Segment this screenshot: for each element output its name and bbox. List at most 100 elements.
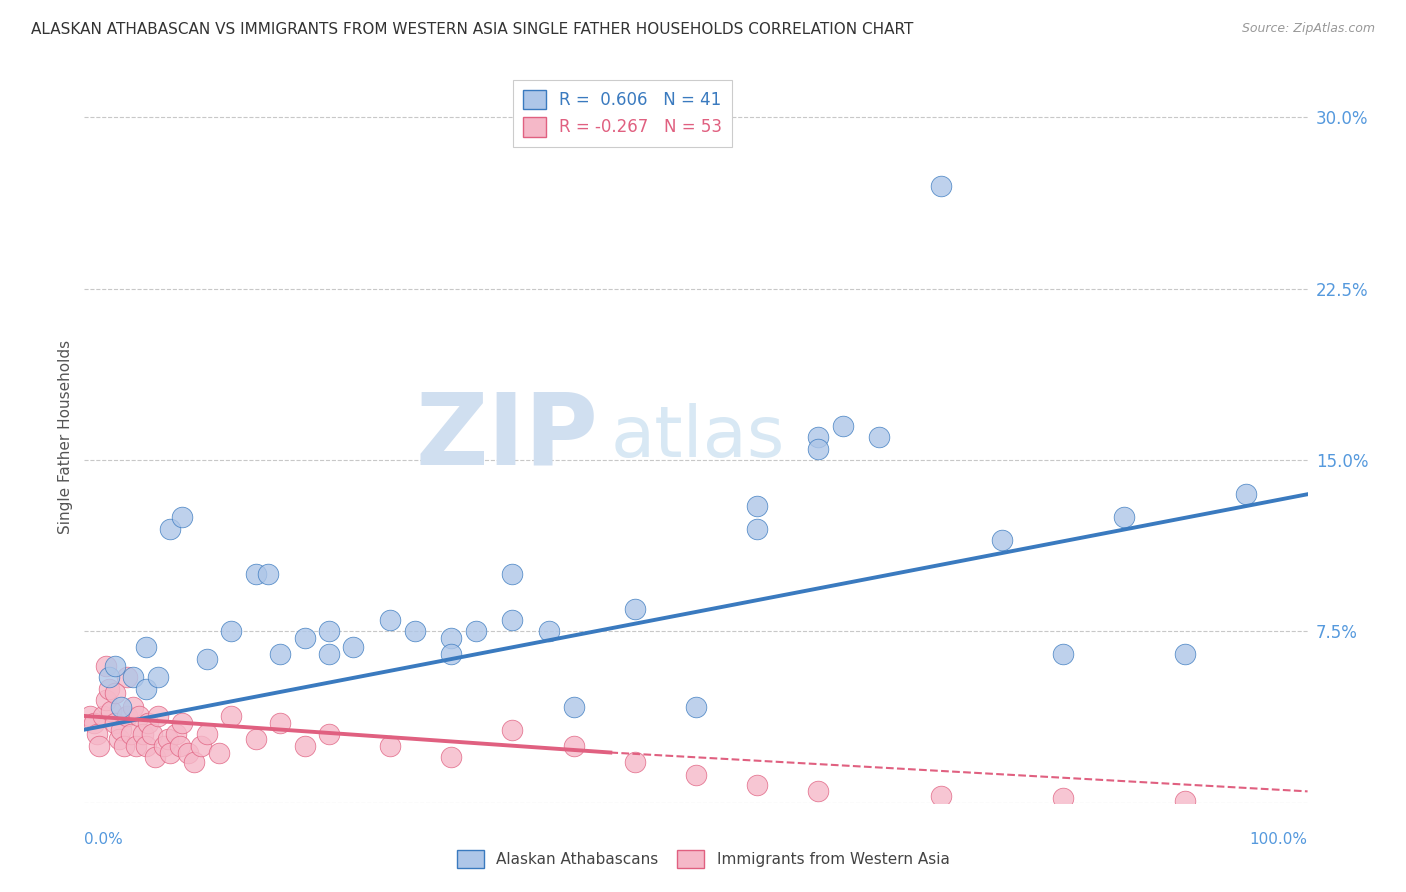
Text: ALASKAN ATHABASCAN VS IMMIGRANTS FROM WESTERN ASIA SINGLE FATHER HOUSEHOLDS CORR: ALASKAN ATHABASCAN VS IMMIGRANTS FROM WE…: [31, 22, 914, 37]
Point: [219, 624, 242, 639]
Text: atlas: atlas: [610, 402, 785, 472]
Point: [172, 510, 194, 524]
Point: [747, 778, 769, 792]
Point: [97, 681, 120, 696]
Point: [245, 567, 267, 582]
Point: [87, 739, 110, 753]
Point: [183, 755, 205, 769]
Y-axis label: Single Father Households: Single Father Households: [58, 340, 73, 534]
Point: [195, 652, 218, 666]
Point: [464, 624, 486, 639]
Point: [159, 746, 181, 760]
Point: [502, 567, 524, 582]
Text: 100.0%: 100.0%: [1250, 832, 1308, 847]
Text: Source: ZipAtlas.com: Source: ZipAtlas.com: [1241, 22, 1375, 36]
Point: [685, 699, 707, 714]
Point: [104, 686, 127, 700]
Point: [807, 442, 830, 456]
Point: [245, 731, 267, 746]
Point: [929, 178, 952, 193]
Point: [128, 709, 150, 723]
Point: [342, 640, 364, 655]
Point: [159, 521, 181, 535]
Point: [125, 739, 148, 753]
Point: [831, 418, 853, 433]
Point: [141, 727, 163, 741]
Point: [440, 632, 463, 646]
Point: [83, 715, 105, 730]
Point: [135, 640, 157, 655]
Point: [269, 715, 291, 730]
Point: [624, 755, 647, 769]
Point: [991, 533, 1014, 547]
Point: [1114, 510, 1136, 524]
Point: [294, 739, 316, 753]
Point: [96, 693, 118, 707]
Point: [169, 739, 191, 753]
Point: [100, 705, 122, 719]
Point: [96, 658, 118, 673]
Point: [502, 613, 524, 627]
Point: [91, 709, 114, 723]
Point: [132, 727, 155, 741]
Point: [562, 739, 585, 753]
Point: [1236, 487, 1258, 501]
Point: [318, 647, 340, 661]
Point: [107, 731, 129, 746]
Point: [135, 739, 157, 753]
Point: [104, 715, 127, 730]
Point: [195, 727, 218, 741]
Point: [318, 727, 340, 741]
Point: [929, 789, 952, 803]
Point: [146, 670, 169, 684]
Point: [97, 670, 120, 684]
Point: [115, 670, 138, 684]
Point: [120, 727, 142, 741]
Point: [440, 647, 463, 661]
Text: ZIP: ZIP: [415, 389, 598, 485]
Point: [318, 624, 340, 639]
Point: [538, 624, 561, 639]
Point: [190, 739, 212, 753]
Point: [122, 699, 145, 714]
Point: [136, 715, 159, 730]
Point: [86, 727, 108, 741]
Text: 0.0%: 0.0%: [84, 832, 124, 847]
Point: [208, 746, 231, 760]
Point: [562, 699, 585, 714]
Point: [79, 709, 101, 723]
Point: [110, 723, 132, 737]
Point: [115, 709, 138, 723]
Point: [747, 521, 769, 535]
Point: [112, 739, 135, 753]
Point: [177, 746, 200, 760]
Point: [440, 750, 463, 764]
Point: [1052, 647, 1074, 661]
Point: [1174, 793, 1197, 807]
Point: [807, 430, 830, 444]
Point: [380, 739, 402, 753]
Point: [869, 430, 891, 444]
Point: [135, 681, 157, 696]
Point: [153, 739, 176, 753]
Point: [624, 601, 647, 615]
Point: [146, 709, 169, 723]
Point: [1052, 791, 1074, 805]
Point: [156, 731, 179, 746]
Point: [404, 624, 426, 639]
Legend: Alaskan Athabascans, Immigrants from Western Asia: Alaskan Athabascans, Immigrants from Wes…: [449, 843, 957, 875]
Point: [294, 632, 316, 646]
Point: [502, 723, 524, 737]
Point: [165, 727, 187, 741]
Point: [172, 715, 194, 730]
Point: [747, 499, 769, 513]
Point: [1174, 647, 1197, 661]
Point: [380, 613, 402, 627]
Point: [807, 784, 830, 798]
Point: [110, 699, 132, 714]
Point: [104, 658, 127, 673]
Point: [257, 567, 280, 582]
Point: [269, 647, 291, 661]
Point: [685, 768, 707, 782]
Point: [219, 709, 242, 723]
